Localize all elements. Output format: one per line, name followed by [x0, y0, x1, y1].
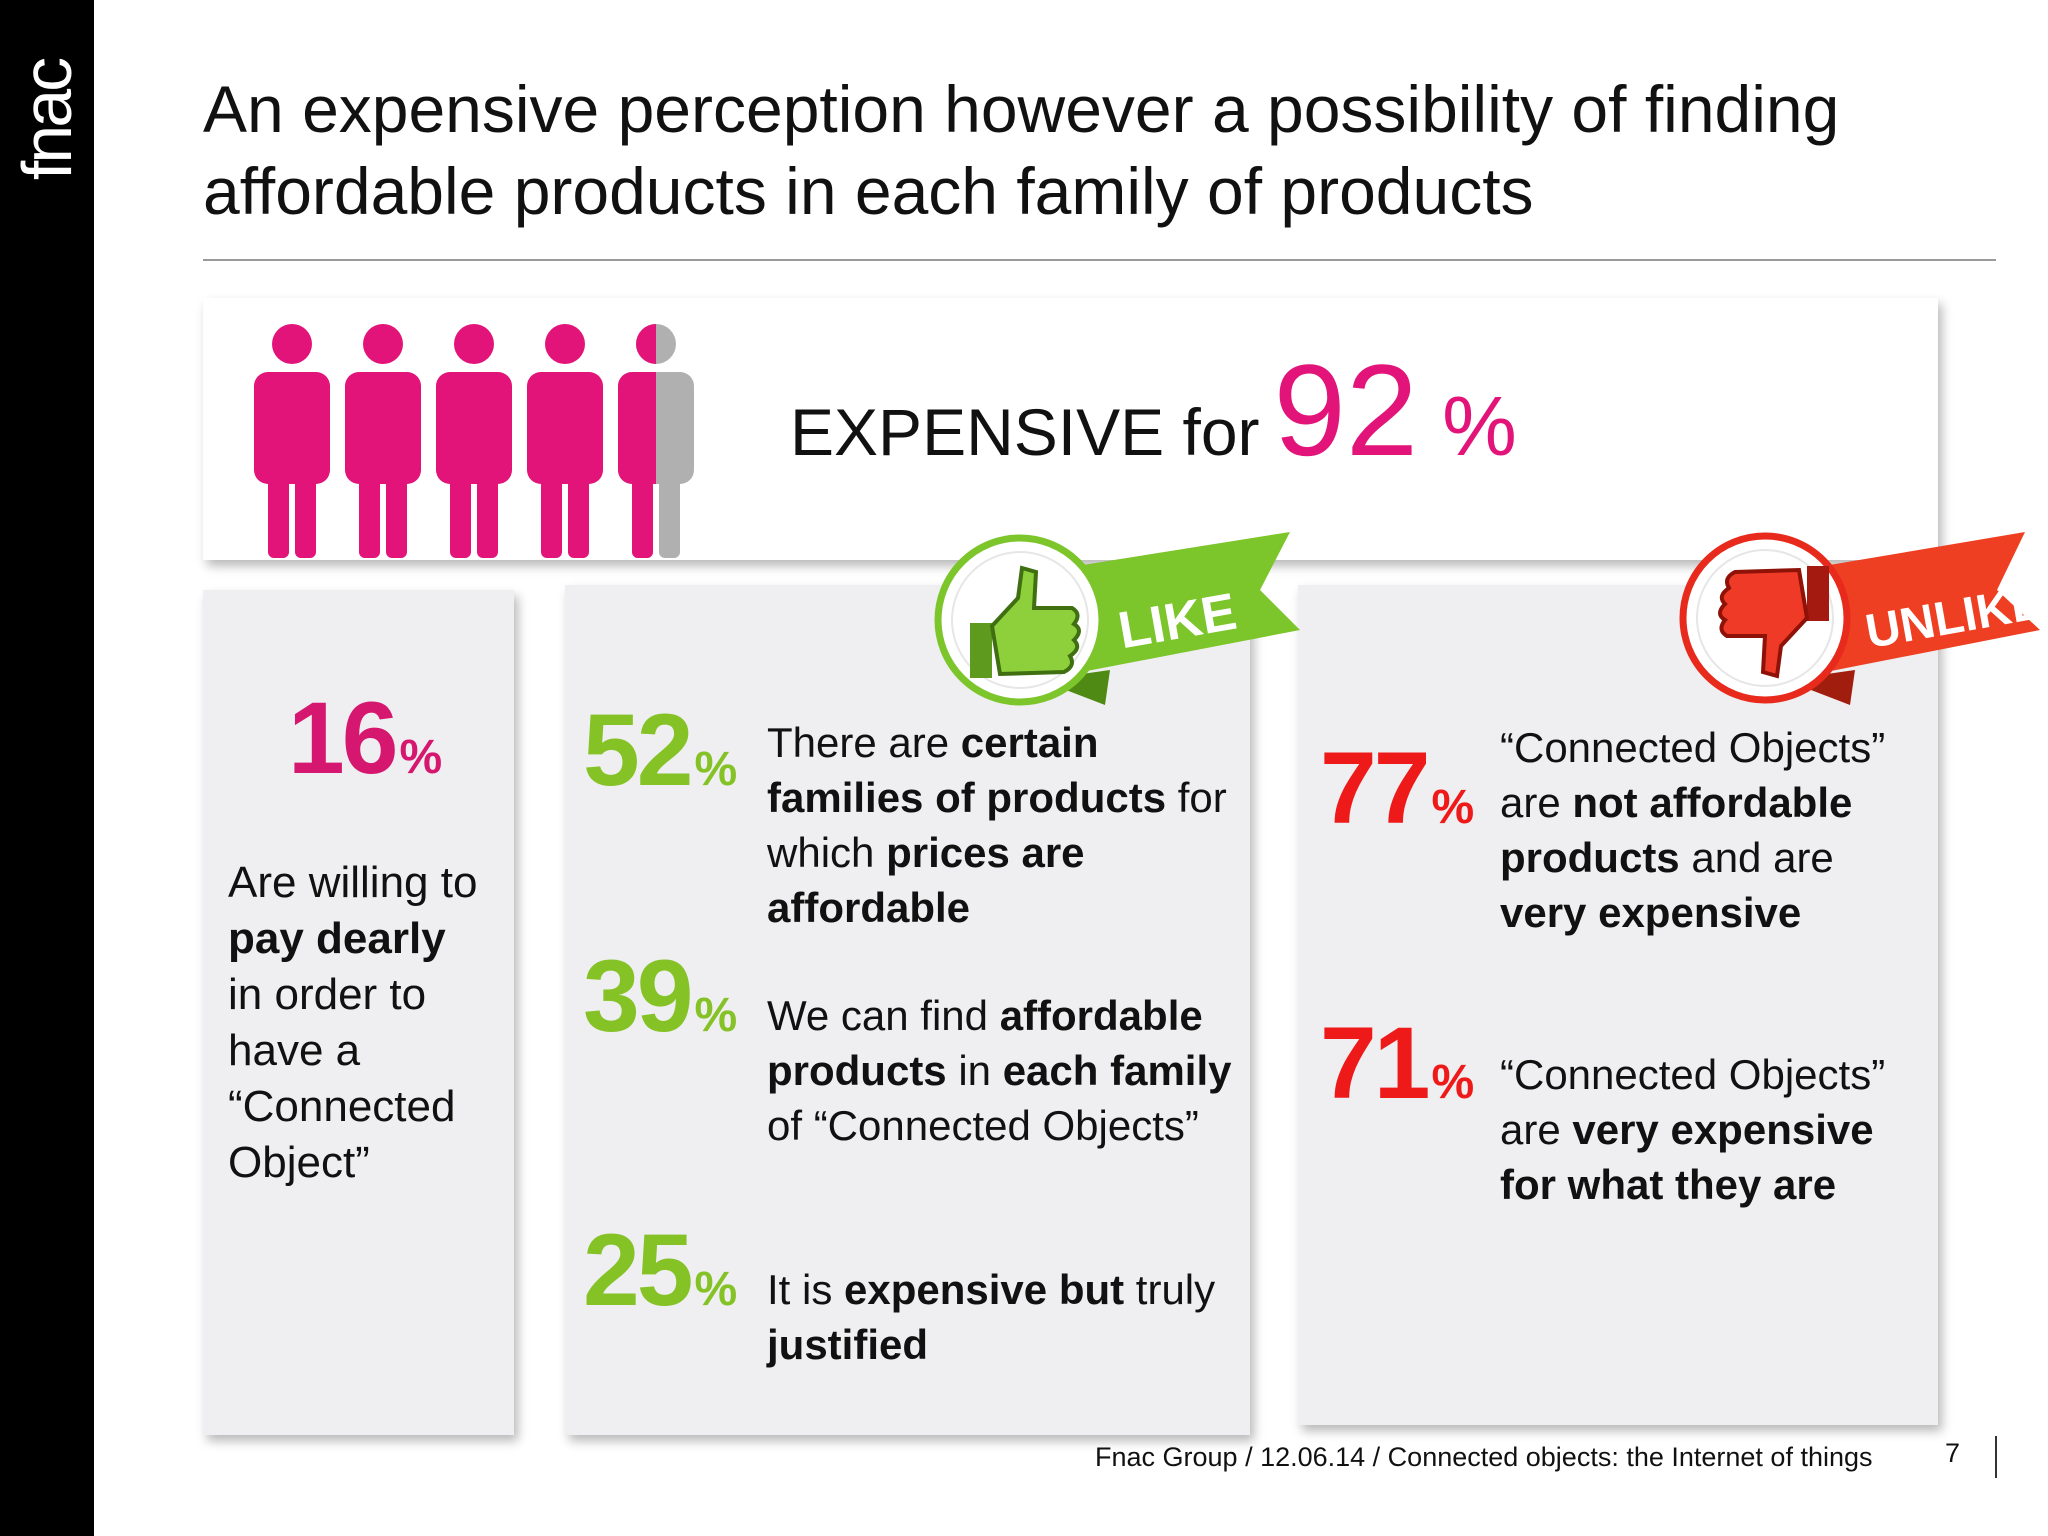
- like-stat-1-percent: 52%: [583, 693, 738, 807]
- expensive-label: EXPENSIVE for: [790, 395, 1260, 469]
- unlike-stat-1-percent: 77%: [1320, 731, 1475, 845]
- like-stat-1-text: There are certain families of products f…: [767, 719, 1227, 931]
- thumbs-down-icon: [1718, 566, 1829, 679]
- person-icon: [618, 324, 694, 558]
- page-divider: [1995, 1436, 1997, 1478]
- title-divider: [203, 259, 1996, 261]
- like-card: [565, 585, 1250, 1435]
- expensive-unit: %: [1442, 379, 1517, 473]
- unlike-card: [1298, 585, 1938, 1425]
- unlike-stat-2-percent: 71%: [1320, 1006, 1475, 1120]
- willing-card: [203, 590, 514, 1435]
- unlike-badge: UNLIKE: [1679, 532, 2047, 705]
- footer-text: Fnac Group / 12.06.14 / Connected object…: [1095, 1442, 1873, 1472]
- person-icon: [527, 324, 603, 558]
- thumbs-up-icon: [970, 565, 1081, 678]
- unlike-stat-2-text: “Connected Objects” are very expensive f…: [1500, 1051, 1886, 1208]
- person-icon: [345, 324, 421, 558]
- like-stat-3-text: It is expensive but truly justified: [767, 1266, 1216, 1368]
- sidebar: fnac: [0, 0, 94, 1536]
- like-stat-2-text: We can find affordable products in each …: [767, 992, 1232, 1149]
- willing-text: Are willing to pay dearly in order to ha…: [228, 858, 478, 1187]
- expensive-stat: EXPENSIVE for 92%: [790, 335, 1517, 485]
- page-title: An expensive perception however a possib…: [203, 72, 1840, 228]
- person-icon: [436, 324, 512, 558]
- page-number: 7: [1945, 1438, 1961, 1468]
- expensive-value: 92: [1273, 337, 1419, 483]
- unlike-stat-1-text: “Connected Objects” are not affordable p…: [1500, 724, 1886, 936]
- like-stat-3-percent: 25%: [583, 1213, 738, 1327]
- like-stat-2-percent: 39%: [583, 939, 738, 1053]
- people-icons: [254, 324, 694, 558]
- willing-percent: 16%: [288, 681, 443, 795]
- person-icon: [254, 324, 330, 558]
- fnac-logo: fnac: [8, 59, 86, 181]
- like-badge: LIKE: [934, 532, 1300, 706]
